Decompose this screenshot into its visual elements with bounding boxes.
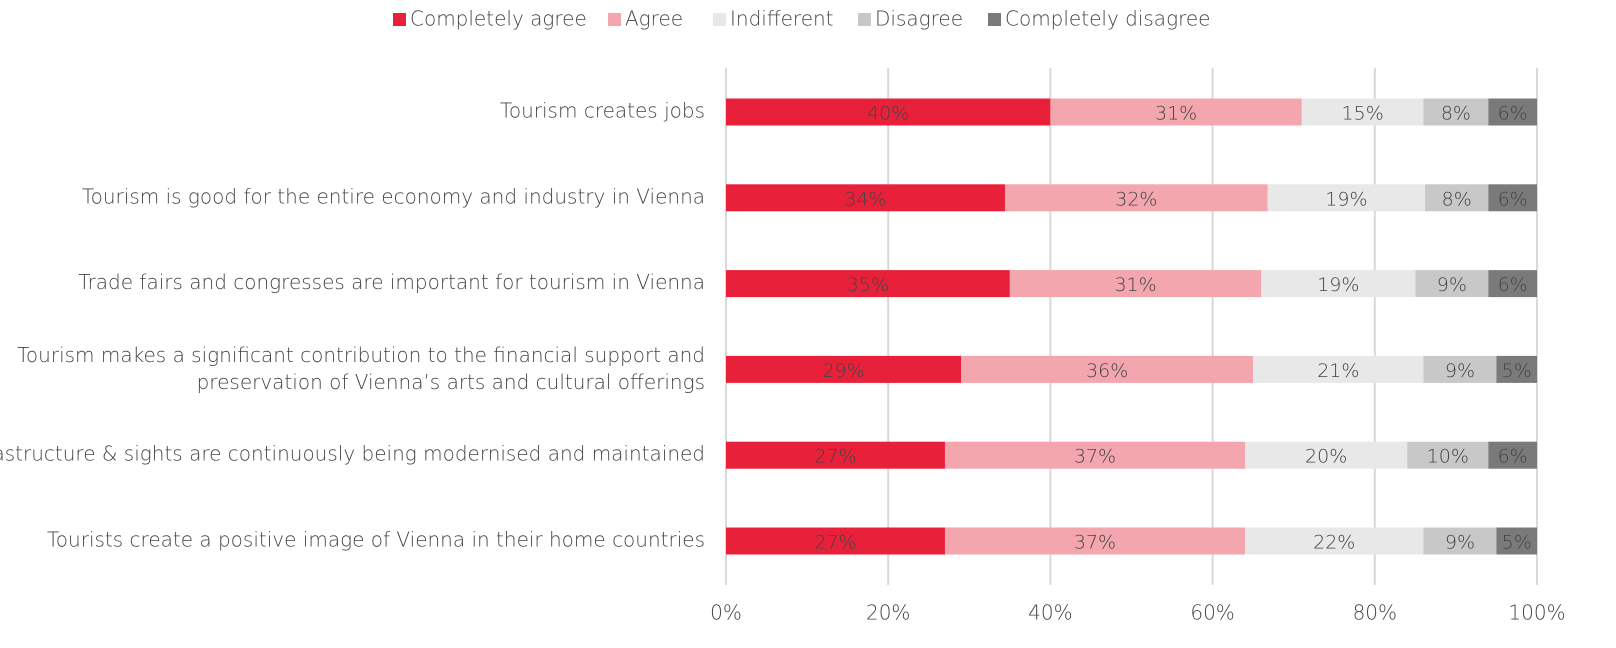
bar-segment [1488, 98, 1537, 126]
seg-label: 27% [814, 446, 856, 468]
seg-label: 19% [1325, 188, 1367, 210]
seg-label: 29% [822, 360, 864, 382]
bar-segment [1245, 441, 1408, 469]
bar-segment [1415, 270, 1489, 298]
seg-label: 37% [1074, 532, 1116, 554]
x-tick-label: 60% [1190, 601, 1234, 625]
legend-swatch [608, 13, 621, 26]
seg-label: 21% [1317, 360, 1359, 382]
category-label: Tourism creates jobs [500, 99, 705, 123]
seg-label: 5% [1502, 360, 1532, 382]
seg-label: 35% [847, 274, 889, 296]
x-tick-label: 0% [710, 601, 742, 625]
bar-segment [1301, 98, 1424, 126]
bar-segment [1423, 527, 1497, 555]
category-label: Infrastructure & sights are continuously… [0, 442, 705, 466]
bar-segment [1050, 98, 1302, 126]
category-label: Tourism makes a significant contribution… [17, 342, 705, 393]
seg-label: 9% [1445, 360, 1475, 382]
seg-label: 40% [867, 103, 909, 125]
seg-label: 5% [1502, 532, 1532, 554]
bar-segment [726, 355, 962, 383]
seg-label: 10% [1427, 446, 1469, 468]
bar-segment [1496, 355, 1537, 383]
legend-swatch [988, 13, 1001, 26]
bar-segment [1423, 355, 1497, 383]
seg-label: 31% [1155, 103, 1197, 125]
bar-segment [726, 184, 1005, 212]
legend-label: Disagree [875, 7, 963, 31]
x-tick-label: 20% [866, 601, 910, 625]
bar-segment [944, 527, 1246, 555]
bar-segment [726, 98, 1051, 126]
bar-segment [1425, 184, 1489, 212]
bar-segment [1245, 527, 1424, 555]
legend-swatch [713, 13, 726, 26]
bar-segment [1253, 355, 1424, 383]
seg-label: 32% [1115, 188, 1157, 210]
category-label: Trade fairs and congresses are important… [78, 270, 705, 294]
bar-segment [1488, 441, 1537, 469]
seg-label: 31% [1114, 274, 1156, 296]
seg-label: 37% [1074, 446, 1116, 468]
legend-swatch [393, 13, 406, 26]
bar-segment [961, 355, 1254, 383]
legend-label: Completely agree [410, 7, 587, 31]
bar-segment [1496, 527, 1537, 555]
seg-label: 27% [814, 532, 856, 554]
x-tick-label: 100% [1508, 601, 1565, 625]
seg-label: 36% [1086, 360, 1128, 382]
legend-label: Indifferent [730, 7, 834, 31]
bar-segment [1004, 184, 1268, 212]
bar-segment [1407, 441, 1489, 469]
category-label: Tourism is good for the entire economy a… [82, 184, 705, 208]
legend-label: Agree [625, 7, 683, 31]
seg-label: 34% [844, 188, 886, 210]
bar-segment [1267, 184, 1426, 212]
seg-label: 8% [1442, 188, 1472, 210]
legend-label: Completely disagree [1005, 7, 1210, 31]
category-label: Tourists create a positive image of Vien… [47, 528, 705, 552]
bar-segment [1423, 98, 1489, 126]
x-tick-label: 80% [1353, 601, 1397, 625]
seg-label: 9% [1437, 274, 1467, 296]
bar-segment [726, 270, 1010, 298]
seg-label: 15% [1342, 103, 1384, 125]
seg-label: 20% [1305, 446, 1347, 468]
bar-segment [1261, 270, 1416, 298]
x-tick-label: 40% [1028, 601, 1072, 625]
seg-label: 22% [1313, 532, 1355, 554]
bar-segment [726, 441, 945, 469]
bar-segment [726, 527, 945, 555]
bar-segment [944, 441, 1246, 469]
legend-swatch [858, 13, 871, 26]
seg-label: 6% [1498, 188, 1528, 210]
seg-label: 19% [1317, 274, 1359, 296]
bar-segment [1488, 270, 1537, 298]
seg-label: 6% [1498, 274, 1528, 296]
bar-segment [1009, 270, 1262, 298]
seg-label: 6% [1498, 446, 1528, 468]
seg-label: 8% [1441, 103, 1471, 125]
bar-segment [1488, 184, 1537, 212]
seg-label: 6% [1498, 103, 1528, 125]
seg-label: 9% [1445, 532, 1475, 554]
